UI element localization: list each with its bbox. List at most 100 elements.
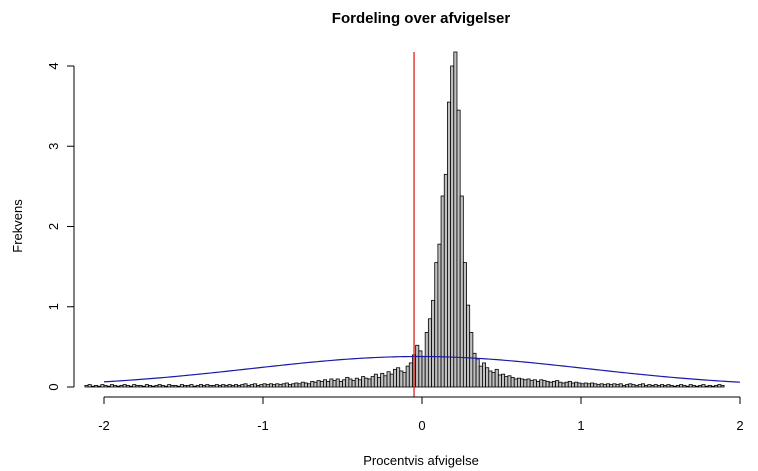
histogram-bar: [424, 332, 429, 388]
y-axis: 0 1 2 3 4: [46, 62, 75, 391]
histogram-bar: [488, 370, 493, 388]
histogram-bar: [408, 362, 413, 388]
histogram-bar: [459, 195, 464, 388]
histogram-bar: [647, 384, 652, 388]
x-axis: -2 -1 0 1 2: [98, 396, 744, 433]
histogram-bar: [710, 385, 715, 388]
histogram-bar: [456, 109, 461, 388]
histogram-bar: [173, 384, 178, 388]
histogram-bar: [129, 385, 134, 388]
histogram-bar: [214, 384, 219, 388]
histogram-bar: [618, 383, 623, 388]
histogram-bar: [507, 375, 512, 388]
chart-title: Fordeling over afvigelser: [332, 10, 511, 27]
histogram-bar: [402, 372, 407, 388]
histogram-bar: [310, 380, 315, 388]
histogram-bar: [656, 384, 661, 388]
histogram-bar: [354, 377, 359, 388]
histogram-bar: [561, 382, 566, 388]
histogram-bar: [148, 384, 153, 388]
histogram-bar: [144, 384, 149, 388]
histogram-bar: [221, 384, 226, 388]
histogram-bar: [443, 173, 448, 388]
histogram-bar: [714, 384, 719, 388]
histogram-bar: [558, 381, 563, 388]
histogram-bar: [316, 380, 321, 388]
histogram-bar: [300, 381, 305, 388]
histogram-bar: [332, 380, 337, 388]
histogram-bar: [593, 383, 598, 388]
normal-curve-line: [103, 355, 741, 383]
histogram-bar: [450, 65, 455, 388]
histogram-bar: [609, 384, 614, 388]
histogram-bar: [634, 384, 639, 388]
histogram-bar: [580, 383, 585, 388]
histogram-bar: [615, 384, 620, 388]
histogram-bar: [542, 380, 547, 388]
histogram-bar: [485, 367, 490, 388]
histogram-bar: [688, 384, 693, 388]
histogram-bar: [676, 384, 680, 388]
x-tick-label: -2: [98, 418, 110, 433]
histogram-bar: [571, 382, 576, 388]
histogram-bar: [628, 383, 633, 388]
histogram-bar: [284, 382, 289, 388]
histogram-bar: [338, 380, 343, 388]
histogram-bar: [103, 384, 108, 388]
histogram-bar: [602, 384, 607, 388]
x-axis-label: Procentvis afvigelse: [363, 453, 479, 468]
histogram-bar: [364, 377, 369, 388]
histogram-bar: [392, 368, 397, 388]
histogram-bar: [405, 365, 410, 388]
histogram-bar: [109, 384, 114, 388]
y-tick-label: 4: [46, 62, 61, 69]
histogram-bar: [373, 373, 378, 388]
histogram-bar: [329, 378, 334, 388]
histogram-bar: [475, 358, 480, 388]
histogram-bar: [698, 384, 703, 388]
histogram-bar: [612, 383, 617, 388]
histogram-bar: [259, 384, 264, 388]
histogram-bars: [84, 51, 725, 388]
histogram-bar: [469, 332, 474, 388]
histogram-bar: [84, 384, 89, 388]
histogram-bar: [679, 384, 684, 388]
histogram-bar: [249, 384, 254, 388]
histogram-bar: [590, 382, 595, 388]
x-tick-label: 0: [418, 418, 425, 433]
histogram-bar: [211, 384, 216, 388]
histogram-bar: [303, 382, 308, 388]
histogram-bar: [195, 384, 200, 388]
histogram-bar: [415, 344, 420, 388]
histogram-bar: [151, 385, 156, 388]
histogram-bar: [189, 384, 194, 388]
histogram-bar: [621, 384, 626, 388]
histogram-bar: [453, 51, 458, 388]
x-tick-label: -1: [257, 418, 269, 433]
histogram-bar: [240, 384, 245, 388]
histogram-bar: [135, 384, 140, 388]
histogram-bar: [660, 384, 665, 388]
histogram-bar: [313, 381, 318, 388]
histogram-bar: [205, 384, 210, 388]
histogram-bar: [230, 384, 235, 388]
histogram-bar: [583, 382, 588, 388]
histogram-bar: [491, 372, 496, 388]
histogram-bar: [701, 384, 706, 388]
histogram-bar: [526, 378, 531, 388]
histogram-bar: [523, 379, 528, 388]
histogram-bar: [370, 376, 375, 388]
histogram-bar: [431, 299, 436, 388]
histogram-bar: [497, 374, 502, 388]
histogram-bar: [536, 380, 541, 388]
histogram-bar: [275, 383, 280, 388]
histogram-bar: [447, 101, 452, 388]
chart-overlays: [103, 52, 741, 397]
histogram-bar: [383, 375, 388, 388]
histogram-bar: [720, 384, 725, 388]
histogram-bar: [106, 385, 111, 388]
histogram-bar: [224, 384, 229, 388]
histogram-bar: [138, 384, 143, 388]
histogram-bar: [367, 378, 372, 388]
histogram-bar: [513, 378, 518, 388]
